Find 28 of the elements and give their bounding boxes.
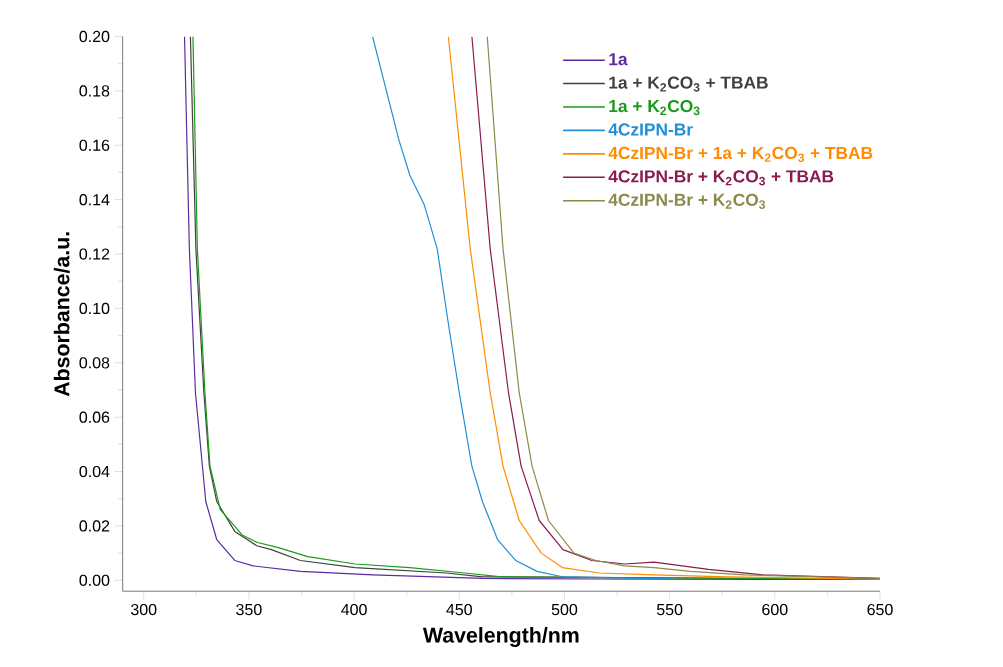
y-tick-label: 0.14 bbox=[79, 194, 110, 206]
y-tick-label: 0.04 bbox=[79, 465, 110, 478]
x-tick-label: 350 bbox=[236, 603, 262, 616]
x-axis-title: Wavelength/nm bbox=[422, 627, 579, 648]
y-tick-label: 0.00 bbox=[79, 574, 110, 586]
x-tick-label: 600 bbox=[762, 603, 788, 616]
y-tick-label: 0.20 bbox=[79, 30, 110, 43]
legend-label: 4CzIPN-Br + 1a + K$_{2}$CO$_{3}$ + TBAB bbox=[608, 146, 873, 162]
x-tick-label: 450 bbox=[446, 603, 472, 616]
x-tick-label: 650 bbox=[867, 603, 893, 616]
y-tick-label: 0.08 bbox=[79, 357, 110, 369]
y-tick-label: 0.02 bbox=[79, 520, 110, 532]
y-tick-label: 0.06 bbox=[79, 411, 110, 423]
x-tick-label: 300 bbox=[130, 603, 157, 616]
y-tick-label: 0.10 bbox=[79, 302, 110, 315]
y-axis-title: Absorbance/a.u. bbox=[53, 232, 70, 397]
legend-label: 1a + K$_{2}$CO$_{3}$ + TBAB bbox=[609, 76, 768, 92]
y-tick-label: 0.16 bbox=[79, 139, 110, 151]
legend-label: 4CzIPN-Br bbox=[608, 123, 693, 136]
y-tick-label: 0.12 bbox=[79, 248, 110, 260]
x-tick-label: 550 bbox=[656, 603, 683, 616]
legend-label: 1a + K$_{2}$CO$_{3}$ bbox=[609, 99, 700, 116]
legend-label: 4CzIPN-Br + K$_{2}$CO$_{3}$ bbox=[608, 193, 766, 209]
y-tick-label: 0.18 bbox=[79, 85, 110, 97]
x-tick-label: 400 bbox=[341, 603, 367, 616]
legend-label: 1a bbox=[609, 53, 628, 66]
legend-label: 4CzIPN-Br + K$_{2}$CO$_{3}$ + TBAB bbox=[608, 170, 834, 186]
x-tick-label: 500 bbox=[551, 603, 578, 616]
